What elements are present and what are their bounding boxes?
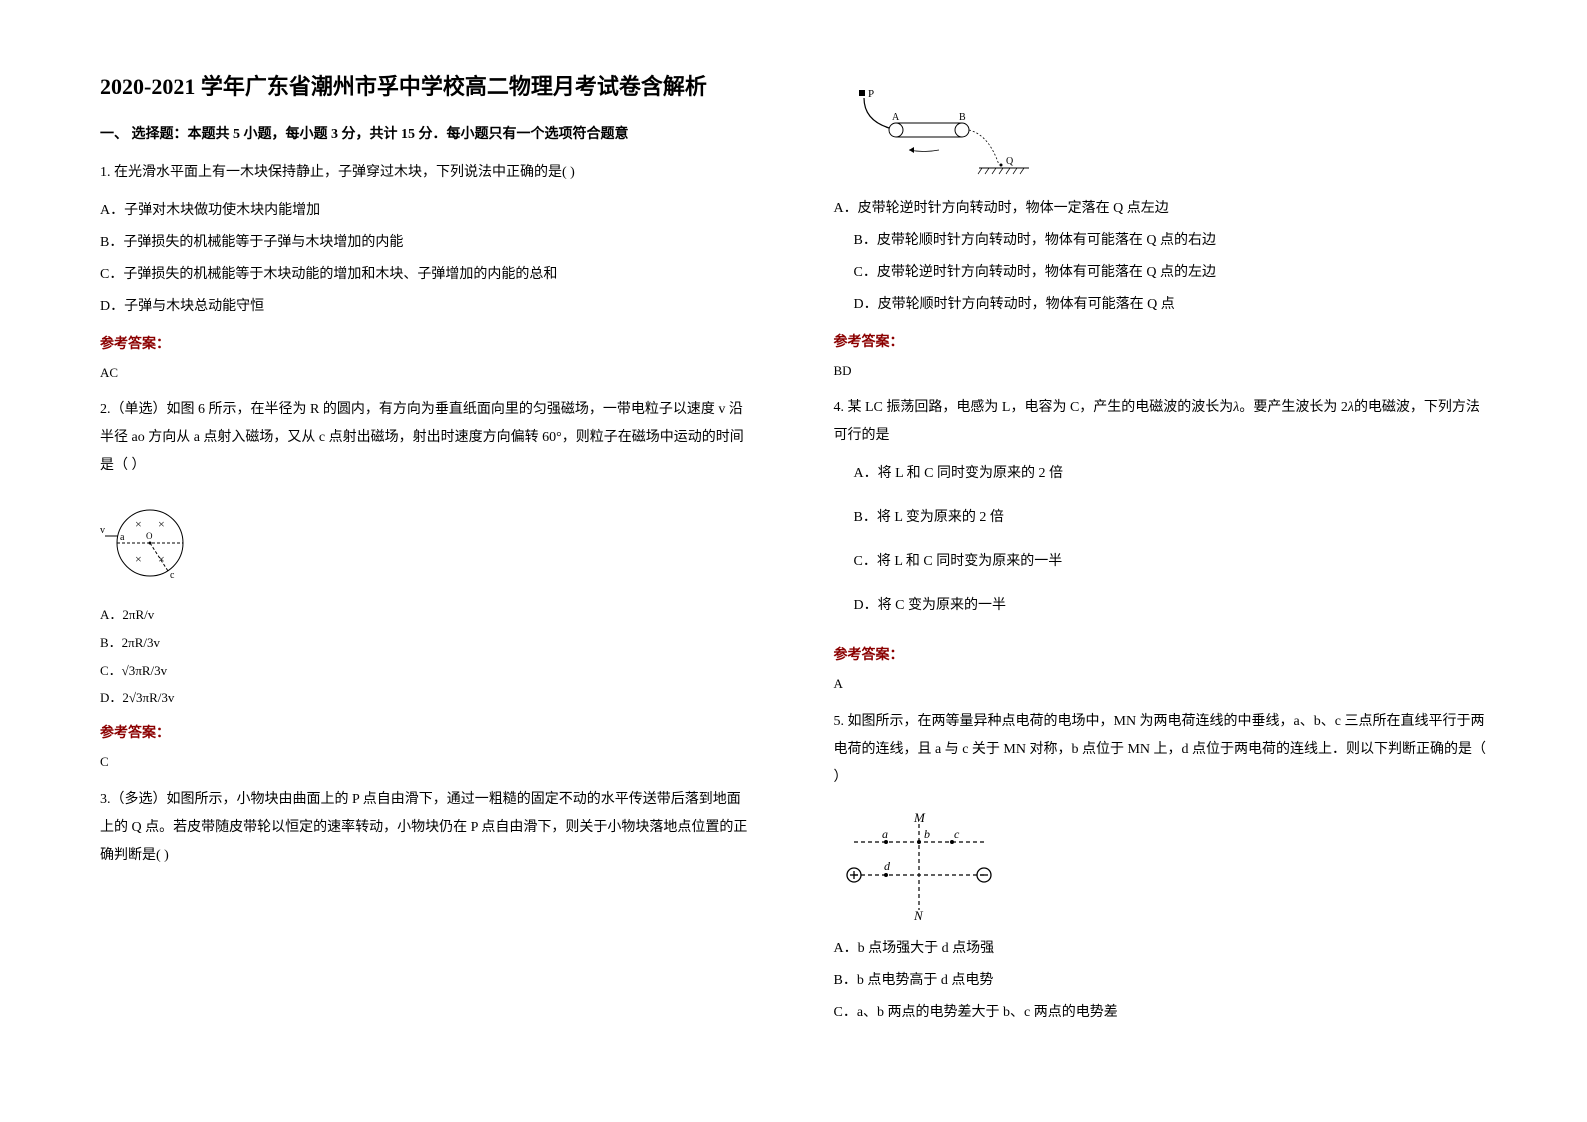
q4-answer-label: 参考答案： — [834, 644, 1488, 664]
q5-figure: M N a b c d — [834, 810, 1488, 925]
q3-answer-label: 参考答案： — [834, 331, 1488, 351]
q2-option-a: A．2πR/v — [100, 603, 754, 628]
q4-option-b: B．将 L 变为原来的 2 倍 — [834, 504, 1488, 532]
q2-text: 2.（单选）如图 6 所示，在半径为 R 的圆内，有方向为垂直纸面向里的匀强磁场… — [100, 396, 754, 480]
q3-option-c: C．皮带轮逆时针方向转动时，物体有可能落在 Q 点的左边 — [834, 259, 1488, 287]
q1-option-c: C．子弹损失的机械能等于木块动能的增加和木块、子弹增加的内能的总和 — [100, 261, 754, 289]
q2-option-c: C． √3 πR/3v — [100, 659, 754, 684]
svg-text:a: a — [882, 827, 888, 841]
svg-text:P: P — [868, 88, 874, 100]
svg-text:A: A — [892, 112, 900, 123]
q4-option-d: D．将 C 变为原来的一半 — [834, 592, 1488, 620]
q1-option-b: B．子弹损失的机械能等于子弹与木块增加的内能 — [100, 229, 754, 257]
q3-figure: P A B Q — [854, 80, 1488, 185]
q2-c-suffix: πR/3v — [135, 659, 167, 684]
q2-d-prefix: D．2 — [100, 686, 129, 711]
svg-text:c: c — [954, 827, 960, 841]
q5-option-a: A．b 点场强大于 d 点场强 — [834, 935, 1488, 963]
svg-text:×: × — [158, 517, 165, 531]
q1-option-a: A．子弹对木块做功使木块内能增加 — [100, 197, 754, 225]
svg-text:M: M — [913, 810, 926, 825]
q1-option-d: D．子弹与木块总动能守恒 — [100, 293, 754, 321]
svg-text:B: B — [959, 112, 966, 123]
q1-text: 1. 在光滑水平面上有一木块保持静止，子弹穿过木块，下列说法中正确的是( ) — [100, 159, 754, 187]
sqrt-icon: √3 — [122, 659, 136, 684]
svg-text:d: d — [884, 859, 891, 873]
q3-option-a: A．皮带轮逆时针方向转动时，物体一定落在 Q 点左边 — [834, 195, 1488, 223]
q5-option-b: B．b 点电势高于 d 点电势 — [834, 967, 1488, 995]
svg-text:×: × — [135, 517, 142, 531]
right-column: P A B Q A．皮带轮逆时针方向转动时，物体一定落在 Q 点左边 B．皮带轮… — [834, 70, 1488, 1082]
q1-answer: AC — [100, 361, 754, 384]
svg-text:c: c — [170, 570, 175, 581]
q5-text: 5. 如图所示，在两等量异种点电荷的电场中，MN 为两电荷连线的中垂线，a、b、… — [834, 708, 1488, 792]
left-column: 2020-2021 学年广东省潮州市孚中学校高二物理月考试卷含解析 一、 选择题… — [100, 70, 754, 1082]
q5-option-c: C．a、b 两点的电势差大于 b、c 两点的电势差 — [834, 999, 1488, 1027]
svg-text:Q: Q — [1006, 156, 1014, 167]
svg-text:a: a — [120, 532, 125, 543]
circle-field-icon: v a O × × × × c — [100, 498, 200, 588]
q4-option-a: A．将 L 和 C 同时变为原来的 2 倍 — [834, 460, 1488, 488]
q2-option-b: B．2πR/3v — [100, 631, 754, 656]
q4-text: 4. 某 LC 振荡回路，电感为 L，电容为 C，产生的电磁波的波长为λ。要产生… — [834, 394, 1488, 450]
svg-text:N: N — [913, 908, 924, 920]
q3-option-b: B．皮带轮顺时针方向转动时，物体有可能落在 Q 点的右边 — [834, 227, 1488, 255]
svg-text:b: b — [924, 827, 930, 841]
section-1-header: 一、 选择题：本题共 5 小题，每小题 3 分，共计 15 分．每小题只有一个选… — [100, 123, 754, 143]
q3-text: 3.（多选）如图所示，小物块由曲面上的 P 点自由滑下，通过一粗糙的固定不动的水… — [100, 786, 754, 870]
q2-answer: C — [100, 750, 754, 773]
q3-option-d: D．皮带轮顺时针方向转动时，物体有可能落在 Q 点 — [834, 291, 1488, 319]
exam-title: 2020-2021 学年广东省潮州市孚中学校高二物理月考试卷含解析 — [100, 70, 754, 103]
q4-text-mid: 。要产生波长为 2 — [1239, 400, 1348, 415]
q4-answer: A — [834, 672, 1488, 695]
q2-answer-label: 参考答案： — [100, 722, 754, 742]
q1-answer-label: 参考答案： — [100, 333, 754, 353]
q4-option-c: C．将 L 和 C 同时变为原来的一半 — [834, 548, 1488, 576]
charges-field-icon: M N a b c d — [834, 810, 1014, 920]
svg-text:v: v — [100, 525, 105, 536]
q2-option-d: D．2 √3 πR/3v — [100, 686, 754, 711]
q2-d-suffix: πR/3v — [143, 686, 175, 711]
q3-answer: BD — [834, 359, 1488, 382]
q4-text-prefix: 4. 某 LC 振荡回路，电感为 L，电容为 C，产生的电磁波的波长为 — [834, 400, 1234, 415]
svg-text:×: × — [135, 552, 142, 566]
q2-c-prefix: C． — [100, 659, 122, 684]
sqrt-icon: √3 — [129, 686, 143, 711]
q2-figure: v a O × × × × c — [100, 498, 754, 593]
conveyor-icon: P A B Q — [854, 80, 1034, 180]
svg-text:O: O — [146, 531, 153, 541]
